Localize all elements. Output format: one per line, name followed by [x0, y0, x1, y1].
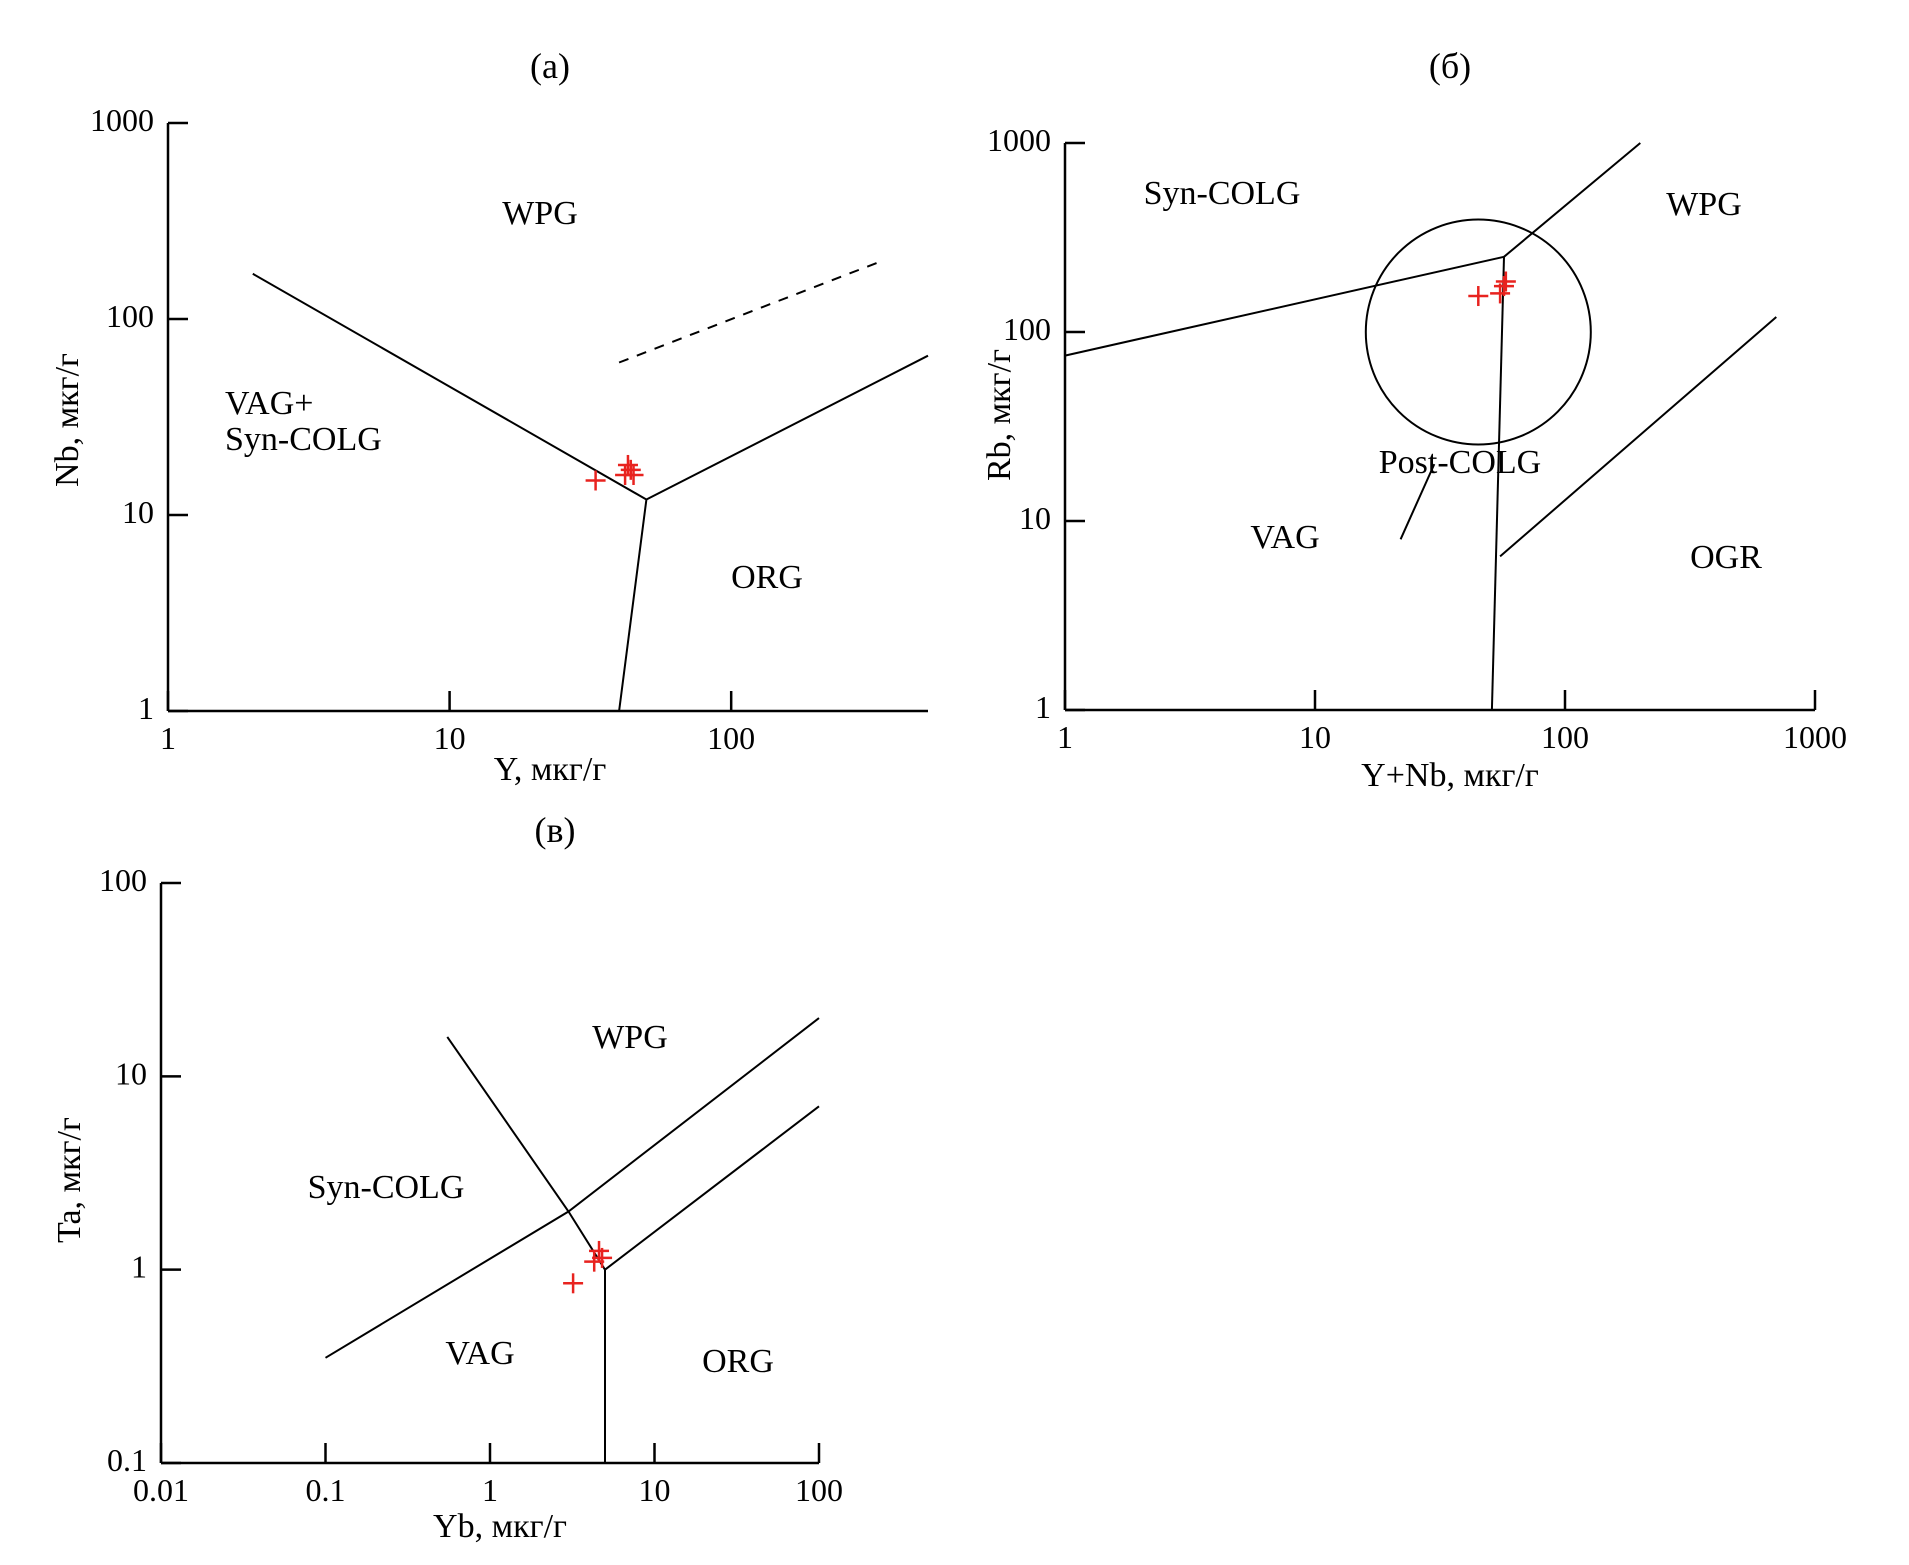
y-tick-label: 100: [1003, 311, 1051, 347]
y-tick-label: 0.1: [107, 1442, 147, 1478]
y-tick-label: 1: [1035, 689, 1051, 725]
chart-c-panel-label: (в): [535, 810, 576, 850]
region-label: Syn-COLG: [308, 1169, 465, 1206]
region-label: Syn-COLG: [1144, 175, 1301, 212]
field-boundary-line: [1499, 316, 1777, 558]
y-tick-label: 1: [131, 1249, 147, 1285]
x-tick-label: 100: [1541, 719, 1589, 755]
field-boundary-line: [1503, 142, 1641, 258]
x-tick-label: 10: [1299, 719, 1331, 755]
data-point-plus-marker: [1495, 271, 1516, 292]
field-boundary-line: [1064, 255, 1505, 357]
x-tick-label: 1: [160, 720, 176, 756]
region-label: VAG: [445, 1335, 514, 1372]
region-label: ORG: [702, 1343, 774, 1380]
region-label: VAG: [1250, 519, 1319, 556]
y-tick-label: 10: [115, 1055, 147, 1091]
region-label: WPG: [502, 195, 578, 232]
region-label: OGR: [1690, 539, 1762, 576]
y-tick-label: 1: [138, 690, 154, 726]
region-label: WPG: [1666, 186, 1742, 223]
y-tick-label: 1000: [987, 122, 1051, 158]
field-boundary-circle: [1364, 218, 1592, 446]
y-tick-label: 100: [99, 862, 147, 898]
field-boundary-line: [1490, 256, 1505, 711]
field-boundary-line: [252, 272, 648, 712]
data-point-plus-marker: [617, 454, 638, 475]
region-label: Post-COLG: [1379, 444, 1541, 481]
y-tick-label: 100: [106, 298, 154, 334]
x-tick-label: 0.1: [306, 1472, 346, 1508]
x-tick-label: 1: [1057, 719, 1073, 755]
y-axis-label: Rb, мкг/г: [981, 349, 1018, 481]
region-label: Syn-COLG: [225, 421, 382, 458]
field-boundary-line: [446, 1036, 606, 1271]
chart-a-nb-vs-y: (а) 1 10 100 1 10 100 1000 Y, мкг/г Nb, мкг/г WPG…: [49, 46, 929, 788]
y-tick-label: 10: [122, 494, 154, 530]
region-label: WPG: [592, 1019, 668, 1056]
y-tick-label: 10: [1019, 500, 1051, 536]
x-axis-label: Y, мкг/г: [494, 751, 607, 788]
x-tick-label: 1000: [1783, 719, 1847, 755]
region-label: VAG+: [225, 385, 313, 422]
x-tick-label: 100: [707, 720, 755, 756]
chart-b-rb-vs-ynb: (б) 1 10 100 1000 1 10 100 1000 Y+Nb, мкг/г Rb, м…: [981, 46, 1847, 794]
field-boundary-line: [1399, 463, 1436, 540]
data-point-plus-marker: [620, 459, 641, 480]
x-tick-label: 10: [434, 720, 466, 756]
x-axis-label: Yb, мкг/г: [433, 1508, 567, 1545]
data-point-plus-marker: [563, 1273, 584, 1294]
y-tick-label: 1000: [90, 102, 154, 138]
field-boundary-line: [604, 1105, 820, 1271]
data-point-plus-marker: [592, 1247, 613, 1268]
x-tick-label: 10: [639, 1472, 671, 1508]
x-tick-label: 100: [795, 1472, 843, 1508]
x-tick-label: 0.01: [133, 1472, 189, 1508]
data-point-plus-marker: [623, 464, 644, 485]
chart-b-panel-label: (б): [1429, 46, 1471, 86]
x-axis-label: Y+Nb, мкг/г: [1361, 757, 1539, 794]
y-axis-label: Ta, мкг/г: [51, 1117, 88, 1243]
field-boundary-line: [645, 354, 929, 501]
chart-a-panel-label: (а): [530, 46, 570, 86]
y-axis-label: Nb, мкг/г: [49, 353, 86, 487]
region-label: ORG: [731, 559, 803, 596]
data-point-plus-marker: [585, 470, 606, 491]
x-tick-label: 1: [482, 1472, 498, 1508]
field-boundary-dashed: [618, 259, 885, 364]
data-point-plus-marker: [1468, 286, 1489, 307]
data-point-plus-marker: [1493, 276, 1514, 297]
